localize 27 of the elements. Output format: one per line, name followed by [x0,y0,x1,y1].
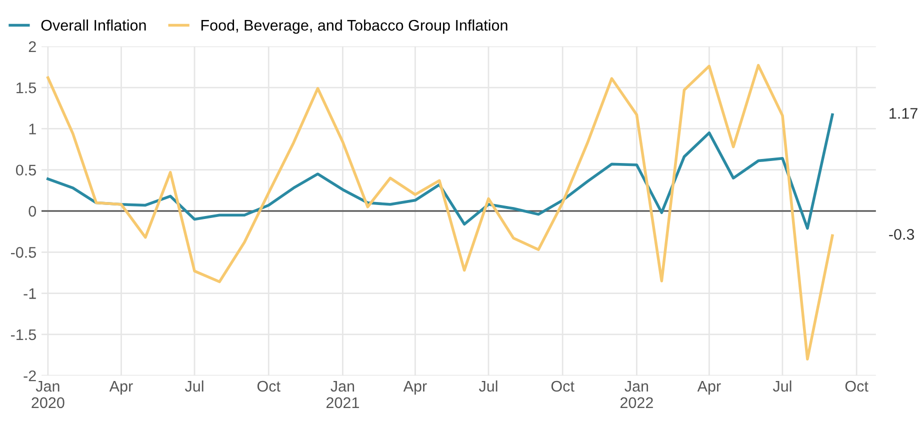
y-tick-label: 0 [28,206,36,217]
x-tick-label: Apr [403,381,427,395]
x-tick-label: Jul [772,380,792,392]
line-series [46,64,834,361]
legend-label: Food, Beverage, and Tobacco Group Inflation [201,19,508,34]
text: 1.17 [890,108,918,119]
x-tick-label: Jan 2020 [32,381,64,408]
y-tick-label: -1.5 [10,329,36,340]
y-tick-label: -0.5 [10,247,36,258]
x-tick-label: Oct [257,380,280,392]
x-tick-label: Jul [478,380,498,392]
line-series [46,113,834,230]
x-tick-label: Oct [845,380,868,392]
x-tick-label: Jul [184,380,204,392]
x-tick-label: Apr [109,381,133,395]
x-tick-label: Jan 2021 [326,381,359,408]
legend-label: Overall Inflation [41,19,146,31]
y-tick-label: 1 [29,124,36,134]
x-tick-label: Jan 2022 [620,381,653,408]
x-tick-label: Oct [551,380,574,392]
y-tick-label: -2 [24,370,36,382]
y-tick-label: 2 [28,41,36,52]
y-tick-label: -1 [24,288,36,299]
y-tick-label: 0.5 [16,164,36,176]
y-tick-label: 1.5 [16,82,36,94]
text: -0.3 [889,228,914,240]
x-tick-label: Apr [697,381,721,395]
